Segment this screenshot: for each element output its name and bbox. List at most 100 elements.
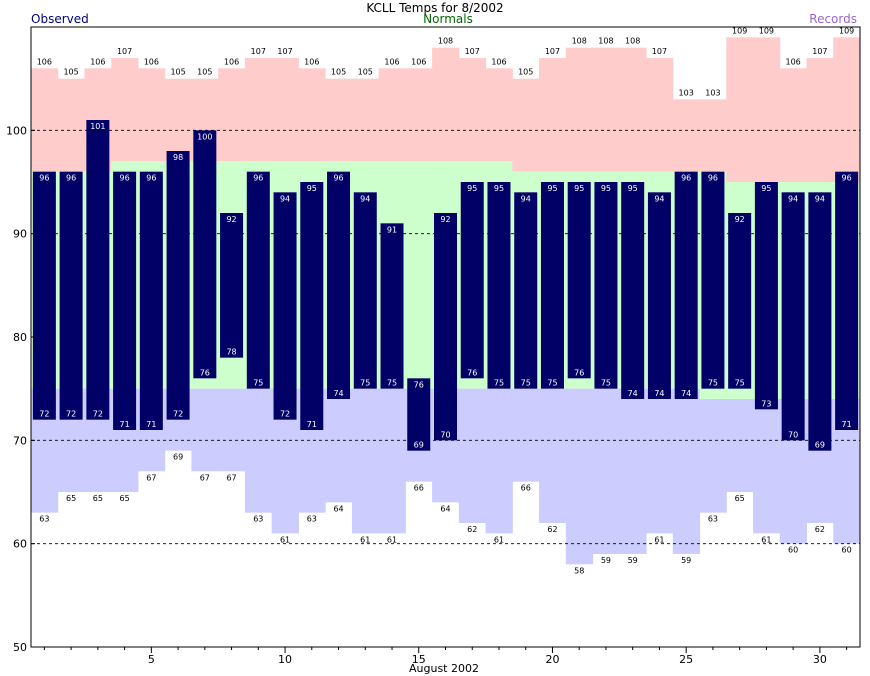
observed-low-label: 72 [39, 410, 49, 419]
y-tick-label: 50 [13, 641, 27, 654]
observed-low-label: 72 [66, 410, 76, 419]
observed-high-label: 95 [574, 184, 584, 193]
axis-ticks: 50 60 70 80 90 100 5 10 15 20 25 30 [6, 124, 848, 666]
observed-low-label: 76 [200, 368, 210, 377]
observed-low-label: 71 [842, 420, 852, 429]
observed-bar [621, 182, 645, 399]
y-tick-label: 100 [6, 124, 27, 137]
observed-low-label: 76 [574, 368, 584, 377]
observed-high-label: 94 [280, 194, 290, 203]
observed-high-label: 95 [494, 184, 504, 193]
record-low-label: 65 [93, 494, 103, 503]
record-low-label: 59 [601, 556, 611, 565]
record-high-band [325, 78, 353, 162]
record-high-band [726, 37, 754, 183]
record-low-band [672, 388, 701, 554]
observed-low-label: 69 [815, 441, 825, 450]
observed-high-label: 95 [628, 184, 638, 193]
record-low-band [619, 388, 647, 554]
record-high-band [779, 68, 808, 182]
observed-bar [754, 182, 778, 410]
observed-high-label: 98 [173, 153, 183, 162]
observed-high-label: 94 [360, 194, 370, 203]
observed-bar [193, 130, 217, 379]
record-low-label: 61 [280, 535, 290, 544]
observed-bar [701, 171, 725, 389]
observed-bar [434, 213, 457, 441]
observed-low-label: 71 [146, 420, 156, 429]
observed-low-label: 75 [735, 379, 745, 388]
observed-low-label: 75 [253, 379, 263, 388]
legend-observed: Observed [31, 12, 89, 26]
record-low-band [512, 388, 540, 482]
observed-high-label: 101 [90, 122, 105, 131]
record-high-band [699, 99, 727, 172]
observed-high-label: 92 [440, 215, 450, 224]
record-high-band [164, 78, 192, 162]
record-high-band [57, 78, 85, 172]
data-labels: 96 72 106 63 96 72 105 65 101 72 106 65 96 71 107 65 96 7… [37, 26, 855, 575]
record-low-label: 58 [574, 566, 584, 575]
observed-bar [808, 192, 832, 451]
record-low-band [218, 388, 246, 472]
record-high-band [405, 68, 433, 162]
record-low-band [325, 388, 353, 503]
observed-low-label: 75 [387, 379, 397, 388]
x-tick-label: 15 [412, 653, 426, 666]
record-low-label: 62 [547, 525, 557, 534]
x-tick-label: 5 [148, 653, 155, 666]
record-low-band [485, 388, 513, 534]
record-high-band [672, 99, 701, 172]
observed-high-label: 95 [467, 184, 477, 193]
record-high-label: 108 [572, 37, 587, 46]
observed-high-label: 95 [601, 184, 611, 193]
record-high-label: 109 [839, 26, 854, 35]
record-low-band [699, 399, 727, 513]
record-low-label: 61 [761, 535, 771, 544]
observed-bar [139, 171, 163, 430]
record-high-label: 105 [518, 68, 533, 77]
observed-bar [594, 182, 618, 389]
record-high-band [271, 58, 299, 162]
record-high-band [539, 58, 567, 172]
record-low-label: 60 [788, 546, 798, 555]
record-low-label: 67 [226, 473, 236, 482]
record-low-label: 62 [815, 525, 825, 534]
observed-low-label: 75 [360, 379, 370, 388]
observed-low-label: 71 [120, 420, 130, 429]
observed-bar [567, 182, 591, 379]
observed-low-label: 74 [628, 389, 638, 398]
record-high-band [753, 37, 781, 183]
record-high-label: 109 [759, 26, 774, 35]
record-high-band [31, 68, 59, 172]
record-high-band [833, 37, 861, 183]
normal-band [405, 161, 433, 389]
record-low-band [191, 388, 219, 472]
observed-high-label: 96 [708, 174, 718, 183]
record-low-label: 65 [66, 494, 76, 503]
x-tick-label: 25 [679, 653, 693, 666]
observed-low-label: 73 [761, 399, 771, 408]
x-tick-label: 30 [813, 653, 827, 666]
record-low-label: 64 [333, 504, 343, 513]
observed-bar [835, 171, 859, 430]
observed-low-label: 75 [708, 379, 718, 388]
observed-low-label: 71 [307, 420, 317, 429]
record-high-band [137, 68, 166, 162]
record-high-band [806, 58, 834, 182]
observed-high-label: 94 [815, 194, 825, 203]
observed-bar [728, 213, 752, 389]
record-high-band [458, 58, 487, 162]
record-low-band [753, 399, 781, 534]
record-high-label: 105 [63, 68, 78, 77]
record-low-band [378, 388, 406, 534]
record-high-label: 106 [786, 57, 801, 66]
record-high-label: 107 [652, 47, 667, 56]
record-low-label: 59 [628, 556, 638, 565]
record-high-label: 106 [491, 57, 506, 66]
record-high-label: 107 [465, 47, 480, 56]
record-low-label: 67 [146, 473, 156, 482]
record-high-band [512, 78, 540, 172]
observed-bar [300, 182, 324, 430]
observed-low-label: 75 [547, 379, 557, 388]
